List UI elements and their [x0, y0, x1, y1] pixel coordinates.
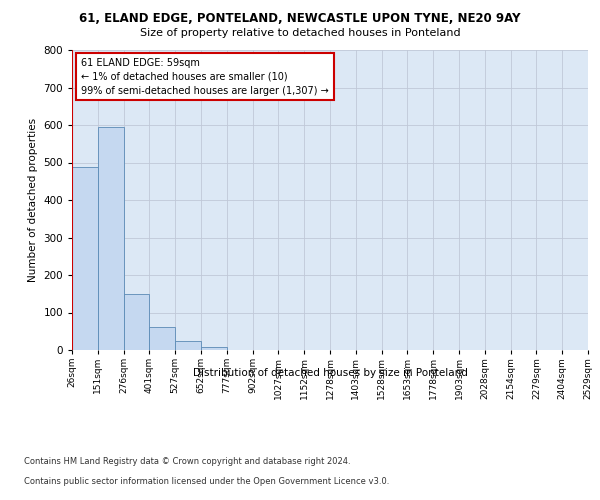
Bar: [175, 340, 201, 350]
Bar: [72, 168, 98, 350]
Text: Contains HM Land Registry data © Crown copyright and database right 2024.: Contains HM Land Registry data © Crown c…: [24, 458, 350, 466]
Text: Contains public sector information licensed under the Open Government Licence v3: Contains public sector information licen…: [24, 478, 389, 486]
Y-axis label: Number of detached properties: Number of detached properties: [28, 118, 38, 282]
Bar: [98, 127, 124, 350]
Text: 61, ELAND EDGE, PONTELAND, NEWCASTLE UPON TYNE, NE20 9AY: 61, ELAND EDGE, PONTELAND, NEWCASTLE UPO…: [79, 12, 521, 26]
Text: 61 ELAND EDGE: 59sqm
← 1% of detached houses are smaller (10)
99% of semi-detach: 61 ELAND EDGE: 59sqm ← 1% of detached ho…: [81, 58, 329, 96]
Text: Size of property relative to detached houses in Ponteland: Size of property relative to detached ho…: [140, 28, 460, 38]
Bar: [201, 347, 227, 350]
Bar: [124, 294, 149, 350]
Bar: [149, 327, 175, 350]
Text: Distribution of detached houses by size in Ponteland: Distribution of detached houses by size …: [193, 368, 467, 378]
